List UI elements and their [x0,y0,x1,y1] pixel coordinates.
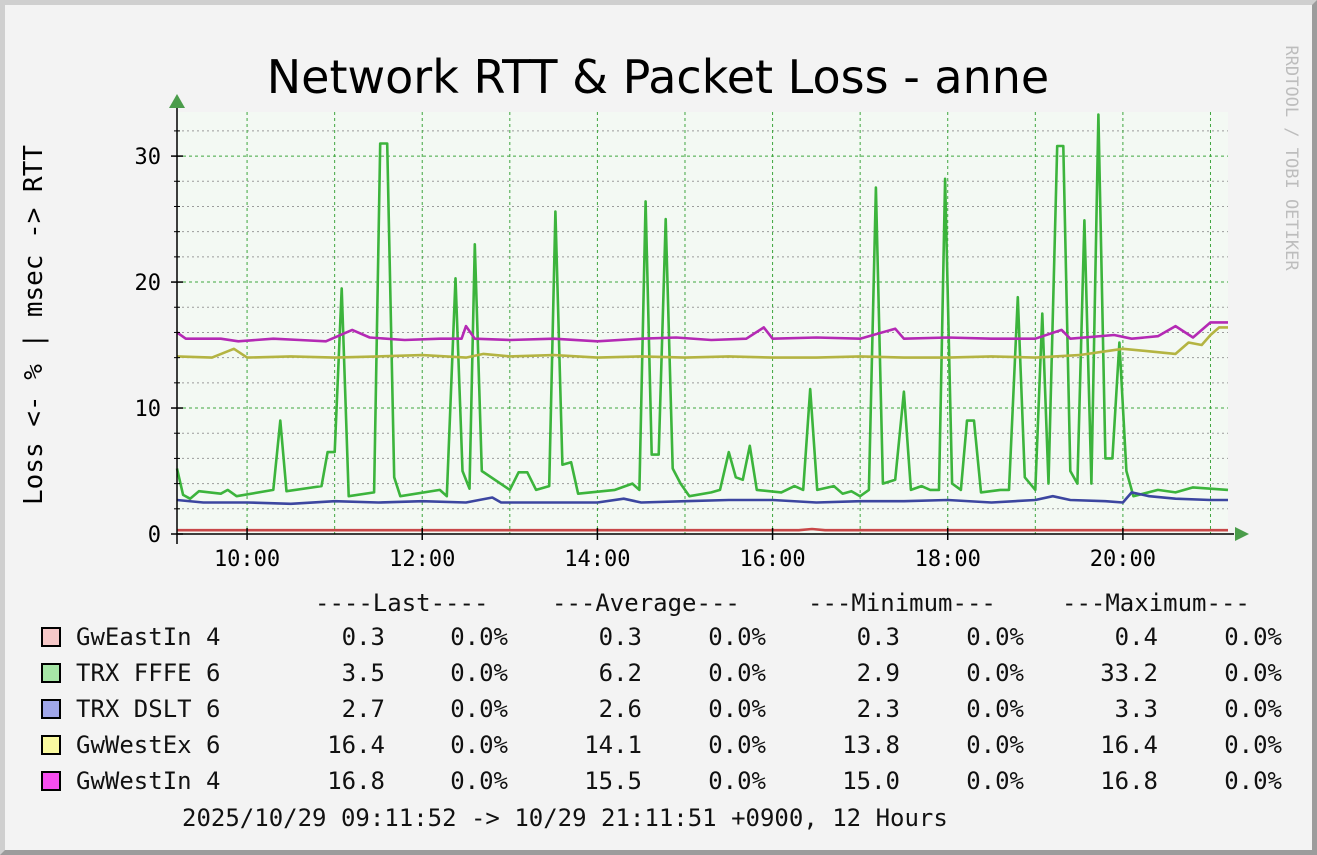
chart-title: Network RTT & Packet Loss - anne [267,50,1049,104]
x-tick-label: 20:00 [1090,547,1156,572]
x-axis-arrow [1235,527,1249,541]
x-tick-label: 10:00 [214,547,280,572]
y-tick-label: 0 [148,523,161,548]
x-tick-label: 16:00 [739,547,805,572]
y-tick-label: 30 [135,145,162,170]
x-tick-label: 18:00 [915,547,981,572]
series-line [177,527,1228,532]
series-line [175,113,1229,500]
y-axis-arrow [169,94,185,108]
watermark: RRDTOOL / TOBI OETIKER [1281,45,1301,271]
series-line [176,321,1228,343]
series-line [176,491,1228,506]
x-tick-label: 12:00 [389,547,455,572]
y-tick-label: 10 [135,397,162,422]
y-axis-label: Loss <- % | msec -> RTT [19,145,49,505]
y-tick-label: 20 [135,271,162,296]
series-line [176,326,1228,359]
x-tick-label: 14:00 [564,547,630,572]
